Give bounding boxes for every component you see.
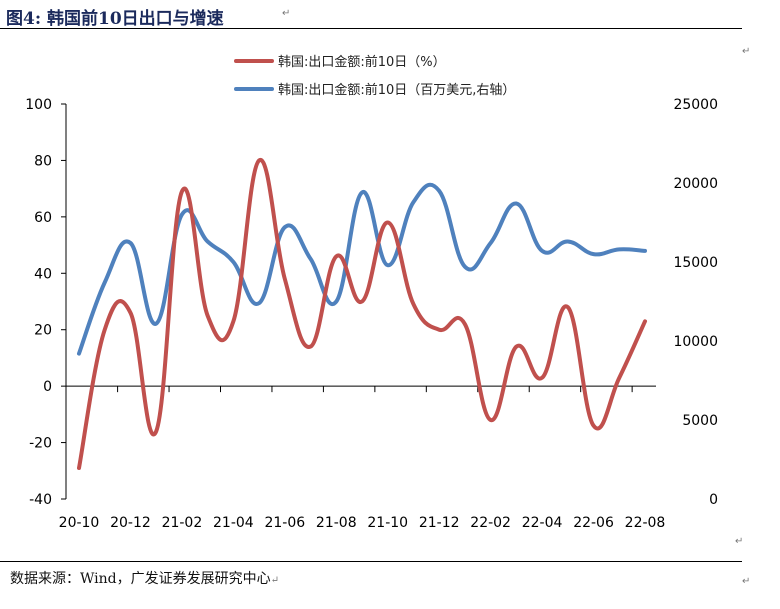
x-tick-label: 21-10 [367,515,408,531]
y-tick-label-right: 25000 [673,97,718,113]
chart-legend: 韩国:出口金额:前10日（%） 韩国:出口金额:前10日（百万美元,右轴） [234,54,515,98]
x-tick-label: 21-08 [316,515,357,531]
legend-label-growth: 韩国:出口金额:前10日（%） [278,54,446,70]
legend-label-amount: 韩国:出口金额:前10日（百万美元,右轴） [278,82,515,98]
y-tick-label-left: 100 [25,97,52,113]
paragraph-mark: ↵ [742,46,751,57]
series-line-growth [77,158,647,470]
title-divider [0,28,742,29]
source-text: 数据来源：Wind，广发证券发展研究中心 [10,571,271,587]
x-tick-label: 21-02 [162,515,203,531]
y-tick-label-right: 15000 [673,255,718,271]
chart-series [77,158,647,470]
x-tick-label: 22-08 [625,515,666,531]
y-tick-label-right: 20000 [673,176,718,192]
line-chart: 100 80 60 40 20 0 -20 -40 25000 20000 15000 10000 50… [25,54,718,531]
x-tick-label: 21-12 [419,515,460,531]
y-tick-label-right: 0 [709,492,718,508]
y-tick-label-left: 80 [34,153,52,169]
paragraph-mark: ↵ [735,536,744,547]
paragraph-mark: ↵ [282,8,291,19]
x-tick-label: 22-04 [522,515,563,531]
paragraph-mark: ↵ [270,575,279,586]
y-tick-label-left: 40 [34,266,52,282]
y-tick-label-right: 5000 [682,413,718,429]
x-tick-label: 21-06 [264,515,305,531]
x-tick-label: 20-12 [110,515,151,531]
chart-axes: 100 80 60 40 20 0 -20 -40 25000 20000 15000 10000 50… [25,97,718,531]
y-tick-label-left: -40 [29,492,52,508]
y-tick-label-right: 10000 [673,334,718,350]
x-tick-label: 21-04 [213,515,254,531]
y-tick-label-left: -20 [29,436,52,452]
y-tick-label-left: 20 [34,323,52,339]
y-tick-label-left: 60 [34,210,52,226]
x-tick-label: 22-06 [573,515,614,531]
figure-title: 图4: 韩国前10日出口与增速 [6,9,224,29]
paragraph-mark: ↵ [742,576,751,587]
source-note: 数据来源：Wind，广发证券发展研究中心↵ [10,568,279,588]
x-tick-label: 20-10 [59,515,100,531]
source-divider [0,561,742,562]
y-tick-label-left: 0 [43,379,52,395]
x-tick-label: 22-02 [470,515,511,531]
series-line-amount [77,182,647,356]
